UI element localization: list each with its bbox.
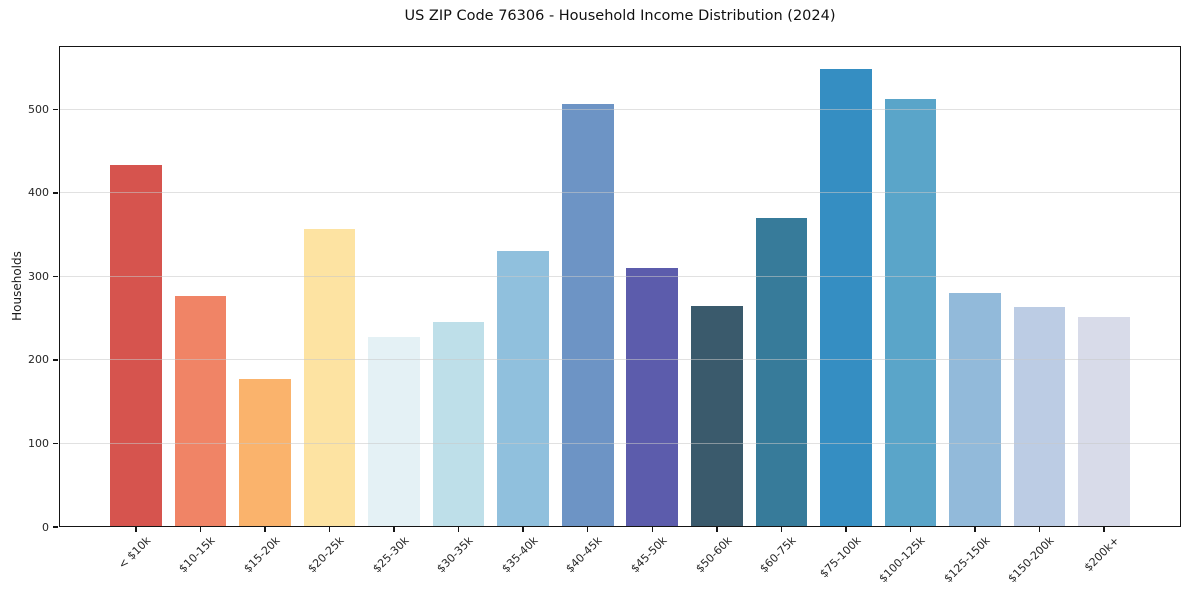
bar-20-25k [303, 228, 356, 527]
x-tick-mark [780, 527, 783, 532]
bar-25-30k [368, 336, 420, 527]
y-tick-mark [53, 192, 58, 194]
bar-125-150k [949, 293, 1001, 527]
bar-10k [110, 165, 162, 527]
x-tick-mark [909, 527, 912, 532]
bars-layer [59, 46, 1181, 527]
x-tick-mark [587, 527, 589, 532]
y-tick-label: 500 [28, 102, 49, 116]
x-tick-label: $125-150k [941, 534, 993, 586]
y-tick-mark [53, 526, 58, 528]
x-tick-mark [1103, 527, 1105, 532]
y-tick-mark [53, 359, 58, 361]
x-tick-mark [328, 527, 331, 532]
bar-60-75k [755, 218, 808, 527]
x-tick-label: $20-25k [305, 534, 347, 576]
bar-100-125k [884, 98, 937, 527]
bar-15-20k [239, 379, 291, 527]
x-tick-mark [135, 527, 137, 532]
x-tick-label: $150-200k [1005, 534, 1057, 586]
bar-75-100k [820, 68, 872, 527]
x-tick-mark [522, 527, 524, 532]
bar-30-35k [432, 321, 485, 527]
bar-50-60k [691, 305, 743, 527]
x-tick-label: < $10k [115, 534, 154, 572]
y-tick-label: 400 [28, 186, 49, 200]
x-tick-label: $40-45k [563, 534, 605, 576]
y-tick-label: 0 [42, 520, 49, 534]
x-tick-label: $200k+ [1081, 534, 1122, 575]
bar-45-50k [626, 268, 679, 527]
x-tick-label: $50-60k [692, 534, 735, 576]
chart-title: US ZIP Code 76306 - Household Income Dis… [404, 8, 836, 24]
x-tick-mark [974, 527, 976, 532]
bar-200k [1078, 316, 1130, 527]
x-tick-mark [716, 527, 718, 532]
x-tick-mark [457, 527, 460, 532]
y-tick-label: 300 [28, 269, 49, 283]
y-tick-mark [53, 275, 58, 278]
y-tick-mark [53, 442, 58, 445]
x-tick-label: $15-20k [240, 534, 283, 576]
x-tick-mark [845, 527, 847, 532]
x-tick-mark [1038, 527, 1041, 532]
x-tick-label: $45-50k [628, 534, 670, 576]
x-tick-mark [393, 527, 395, 532]
bar-150-200k [1013, 306, 1066, 527]
x-tick-mark [199, 527, 202, 532]
bar-10-15k [174, 295, 227, 527]
bar-40-45k [561, 103, 614, 527]
x-tick-mark [264, 527, 266, 532]
y-tick-label: 100 [28, 436, 49, 450]
x-tick-label: $30-35k [434, 534, 476, 576]
x-tick-label: $35-40k [499, 534, 541, 576]
x-tick-label: $10-15k [176, 534, 218, 576]
y-tick-label: 200 [28, 353, 49, 367]
x-tick-label: $60-75k [757, 534, 799, 576]
x-tick-label: $25-30k [369, 534, 412, 576]
y-tick-mark [53, 108, 58, 111]
x-tick-label: $75-100k [816, 534, 864, 581]
y-axis-title: Households [10, 251, 24, 321]
bar-35-40k [497, 251, 549, 527]
x-tick-mark [651, 527, 653, 532]
x-tick-label: $100-125k [876, 534, 928, 586]
